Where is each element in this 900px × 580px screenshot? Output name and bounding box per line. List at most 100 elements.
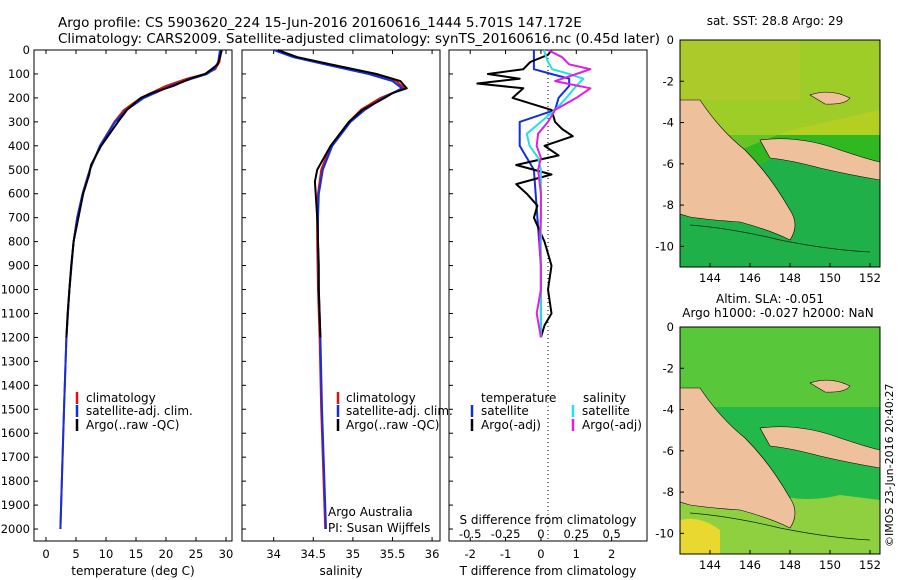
imos-credit: ©IMOS 23-Jun-2016 20:40:27	[883, 383, 896, 547]
legend-clim-label: climatology	[86, 391, 156, 405]
depth-tick-label: 200	[8, 91, 30, 105]
x-tick-label: 35.5	[380, 547, 406, 561]
difference-legend: temperature salinity satellite Argo(-adj…	[470, 391, 642, 432]
lat-tick-label: -10	[655, 239, 674, 253]
lon-tick-label: 146	[739, 271, 761, 285]
lat-tick-label: -2	[663, 74, 674, 88]
legend-s-argo-label: Argo(-adj)	[582, 418, 642, 432]
depth-tick-label: 0	[23, 43, 30, 57]
series-line-salinity-argo-adj-	[535, 49, 592, 338]
sst-map-frame	[679, 39, 881, 268]
x-tick-label: -0.5	[459, 527, 481, 541]
map-ticks: 0 -2 -4 -6 -8 -10 144 146 148 150 152 0 -2 -4 -6 -8 -10 1…	[655, 33, 881, 572]
sst-map	[680, 40, 880, 267]
lon-tick-label: 144	[699, 558, 721, 572]
lon-tick-label: 146	[739, 558, 761, 572]
depth-tick-label: 1300	[1, 354, 30, 368]
depth-tick-label: 500	[8, 163, 30, 177]
lat-tick-label: -2	[663, 361, 674, 375]
attribution-line-1: Argo Australia	[328, 505, 413, 519]
legend-t-sat-label: satellite	[481, 404, 529, 418]
sla-map-frame	[679, 326, 881, 555]
salinity-x-ticks: 34 34.5 35 35.5 36	[266, 50, 439, 561]
x-tick-label: -0.25	[491, 527, 521, 541]
temperature-series	[59, 49, 223, 530]
lon-tick-label: 150	[819, 271, 841, 285]
x-tick-label: 35	[346, 547, 361, 561]
depth-tick-label: 800	[8, 235, 30, 249]
header-line-2: Climatology: CARS2009. Satellite-adjuste…	[58, 31, 660, 47]
lat-tick-label: 0	[667, 33, 674, 47]
x-tick-label: 25	[189, 547, 204, 561]
legend-t-argo-label: Argo(-adj)	[481, 418, 541, 432]
x-tick-label: 34	[266, 547, 281, 561]
salinity-panel-frame	[241, 49, 441, 542]
lat-tick-label: -8	[663, 485, 674, 499]
lon-tick-label: 152	[859, 558, 881, 572]
lat-tick-label: -4	[663, 116, 674, 130]
legend-clim-label: climatology	[346, 391, 416, 405]
depth-tick-label: 100	[8, 67, 30, 81]
depth-tick-label: 300	[8, 115, 30, 129]
depth-axis: 0 100 200 300 400 500 600 700 800 900 1000 1100 1200…	[1, 43, 453, 536]
legend-argo-label: Argo(..raw -QC)	[346, 418, 439, 432]
x-tick-label: 5	[72, 547, 79, 561]
lon-tick-label: 144	[699, 271, 721, 285]
depth-tick-label: 700	[8, 211, 30, 225]
lat-tick-label: -8	[663, 198, 674, 212]
x-tick-label: 0.25	[563, 527, 589, 541]
lat-tick-label: 0	[667, 320, 674, 334]
series-line-temperature-argo-adj-	[476, 49, 574, 338]
depth-tick-label: 1700	[1, 450, 30, 464]
x-tick-label: 2	[608, 547, 615, 561]
depth-tick-label: 400	[8, 139, 30, 153]
x-tick-label: 0	[537, 547, 544, 561]
temperature-axis-label: temperature (deg C)	[71, 564, 194, 578]
bottom-map-title-2: Argo h1000: -0.027 h2000: NaN	[682, 306, 874, 320]
lat-tick-label: -6	[663, 157, 674, 171]
top-map-title: sat. SST: 28.8 Argo: 29	[707, 14, 844, 28]
lat-tick-label: -6	[663, 444, 674, 458]
depth-tick-label: 1200	[1, 330, 30, 344]
x-tick-label: -2	[464, 547, 475, 561]
sla-map	[680, 327, 880, 554]
x-tick-label: 0	[42, 547, 49, 561]
difference-x-ticks: -2 -1 0 1 2 -0.5 -0.25 0 0.25 0.5	[459, 50, 621, 561]
depth-tick-label: 1400	[1, 378, 30, 392]
salinity-series	[273, 49, 408, 530]
series-line-satellite-adj-clim-	[273, 49, 403, 530]
depth-tick-label: 1900	[1, 498, 30, 512]
legend-salinity-header: salinity	[583, 391, 626, 405]
lat-tick-label: -4	[663, 403, 674, 417]
depth-tick-label: 1500	[1, 402, 30, 416]
x-tick-label: 20	[159, 547, 174, 561]
s-difference-axis-label: S difference from climatology	[460, 513, 637, 527]
series-line-satellite-adj-clim-	[59, 49, 221, 530]
temperature-panel-frame	[33, 49, 233, 542]
x-tick-label: 1	[573, 547, 580, 561]
series-line-climatology	[59, 49, 223, 530]
x-tick-label: 36	[425, 547, 440, 561]
t-difference-axis-label: T difference from climatology	[459, 564, 637, 578]
header-line-1: Argo profile: CS 5903620_224 15-Jun-2016…	[58, 15, 582, 31]
lon-tick-label: 148	[779, 271, 801, 285]
legend-sat-label: satellite-adj. clim.	[346, 404, 453, 418]
series-line-argo-raw-qc-	[65, 49, 223, 338]
depth-tick-label: 600	[8, 187, 30, 201]
legend-argo-label: Argo(..raw -QC)	[86, 418, 179, 432]
series-line-climatology	[274, 49, 406, 530]
temperature-legend: climatology satellite-adj. clim. Argo(..…	[75, 391, 193, 432]
x-tick-label: 15	[129, 547, 144, 561]
legend-temperature-header: temperature	[481, 391, 556, 405]
depth-tick-label: 1000	[1, 283, 30, 297]
depth-tick-label: 900	[8, 259, 30, 273]
lon-tick-label: 152	[859, 271, 881, 285]
salinity-legend: climatology satellite-adj. clim. Argo(..…	[336, 391, 453, 432]
lon-tick-label: 148	[779, 558, 801, 572]
legend-sat-label: satellite-adj. clim.	[86, 404, 193, 418]
series-line-argo-raw-qc-	[277, 49, 408, 338]
x-tick-label: 30	[219, 547, 234, 561]
attribution-line-2: PI: Susan Wijffels	[328, 521, 430, 535]
legend-s-sat-label: satellite	[582, 404, 630, 418]
